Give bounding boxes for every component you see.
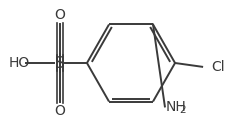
Text: 2: 2 bbox=[178, 105, 185, 115]
Text: O: O bbox=[54, 104, 65, 118]
Text: S: S bbox=[55, 55, 64, 71]
Text: O: O bbox=[54, 8, 65, 22]
Text: Cl: Cl bbox=[210, 60, 224, 74]
Text: NH: NH bbox=[165, 100, 186, 114]
Text: HO: HO bbox=[9, 56, 30, 70]
